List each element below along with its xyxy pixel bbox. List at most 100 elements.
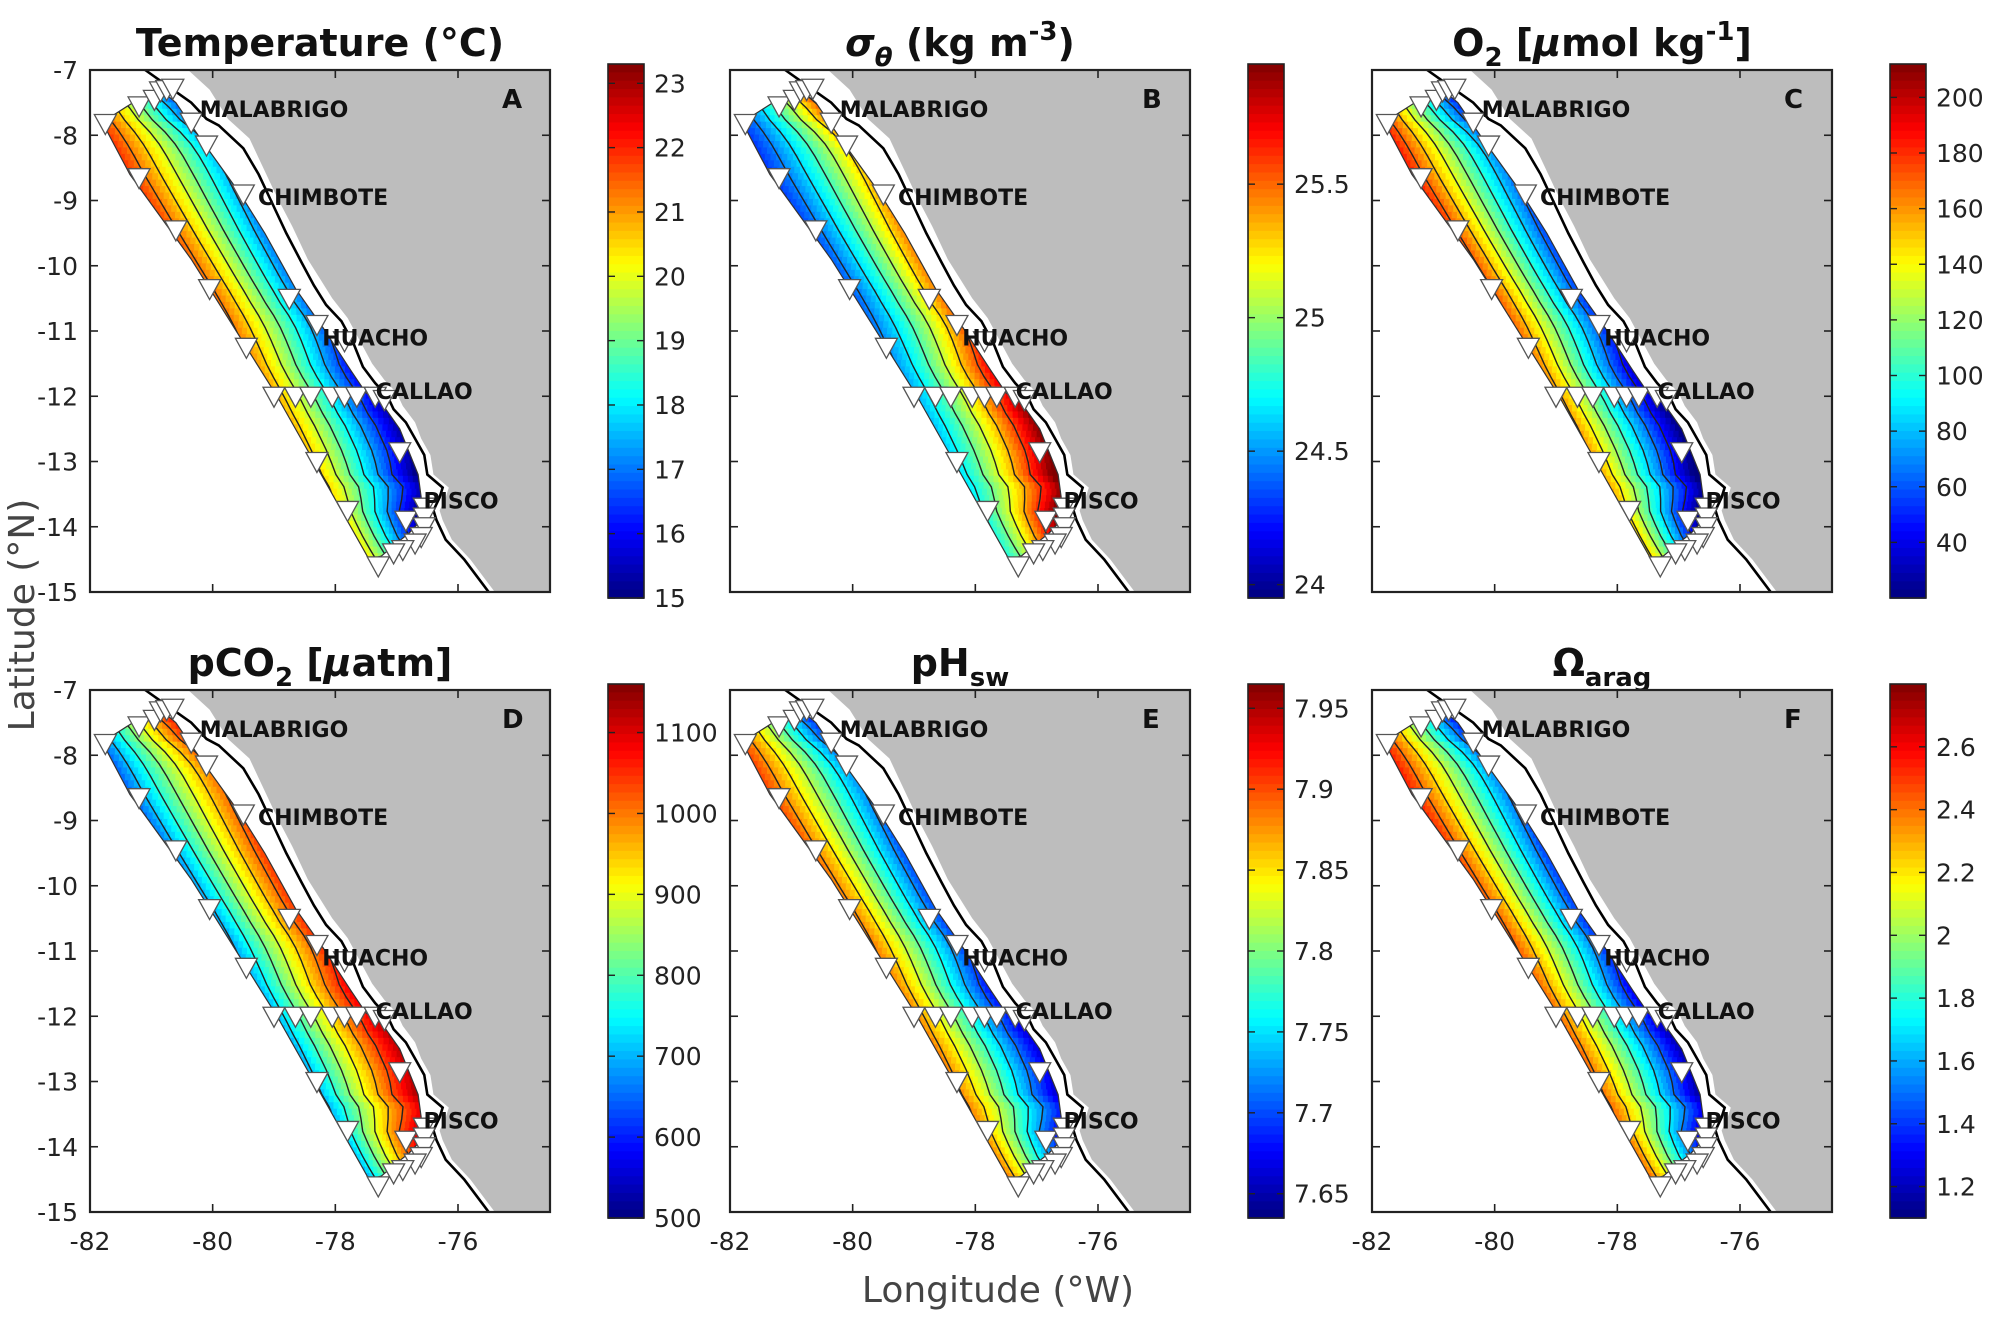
field-cell (1017, 443, 1024, 451)
field-cell (759, 153, 766, 162)
field-cell (789, 147, 796, 155)
field-cell (397, 520, 403, 529)
field-cell (986, 405, 993, 413)
field-cell (200, 237, 207, 245)
field-cell (1046, 488, 1053, 496)
field-cell (818, 198, 825, 207)
field-cell (262, 263, 269, 271)
field-cell (294, 411, 301, 419)
field-cell (983, 482, 990, 490)
field-cell (333, 475, 340, 484)
field-cell (115, 115, 121, 123)
colorbar-segment (608, 114, 644, 124)
field-cell (1489, 160, 1496, 168)
field-cell (240, 269, 247, 278)
colorbar-tick-label: 21 (654, 198, 686, 227)
field-cell (960, 327, 967, 335)
field-cell (370, 430, 377, 439)
field-cell (143, 115, 150, 123)
field-cell (959, 372, 966, 381)
field-cell (901, 295, 908, 303)
field-cell (918, 263, 924, 271)
field-cell (1040, 437, 1047, 445)
field-cell (269, 276, 276, 284)
field-cell (319, 469, 326, 477)
field-cell (151, 121, 158, 129)
field-cell (1003, 475, 1010, 484)
field-cell (214, 224, 221, 232)
station-marker (972, 331, 997, 354)
field-cell (884, 231, 891, 239)
field-cell (360, 450, 367, 458)
field-cell (893, 347, 900, 355)
field-cell (1018, 469, 1024, 477)
field-cell (198, 250, 205, 258)
field-cell (940, 405, 947, 413)
field-cell (816, 205, 823, 213)
field-cell (1041, 495, 1047, 503)
colorbar-segment (1248, 114, 1284, 124)
field-cell (159, 186, 167, 194)
field-cell (339, 495, 346, 503)
field-cell (969, 372, 976, 381)
field-cell (980, 424, 987, 432)
field-cell (1047, 475, 1054, 484)
field-cell (192, 250, 199, 258)
field-cell (859, 224, 867, 232)
field-cell (150, 141, 157, 149)
field-cell (884, 250, 891, 258)
field-cell (267, 353, 274, 361)
field-cell (1001, 488, 1008, 496)
field-cell (851, 289, 858, 297)
field-cell (1430, 166, 1438, 174)
field-cell (1451, 192, 1458, 200)
field-cell (251, 224, 258, 232)
field-cell (1458, 205, 1465, 213)
field-cell (831, 173, 839, 181)
field-cell (178, 198, 185, 207)
field-cell (900, 231, 907, 239)
field-cell (1018, 475, 1024, 484)
field-cell (248, 282, 254, 290)
colorbar-segment (608, 397, 644, 407)
field-cell (239, 211, 247, 220)
field-cell (785, 134, 793, 142)
field-cell (1491, 153, 1498, 162)
field-cell (391, 501, 397, 509)
field-cell (261, 334, 268, 342)
field-cell (377, 546, 383, 554)
field-cell (222, 198, 229, 207)
field-cell (935, 301, 942, 310)
field-cell (317, 340, 324, 348)
field-cell (264, 372, 270, 381)
field-cell (811, 147, 819, 155)
field-cell (988, 482, 995, 490)
field-cell (334, 372, 341, 381)
field-cell (996, 411, 1003, 419)
station-marker (984, 386, 1009, 409)
field-cell (323, 379, 330, 387)
field-cell (265, 308, 272, 316)
station-marker (197, 278, 222, 301)
field-cell (301, 359, 307, 368)
colorbar-segment (1248, 439, 1284, 449)
field-cell (83, 109, 88, 116)
field-cell (1018, 456, 1025, 464)
field-cell (890, 250, 897, 258)
field-cell (983, 469, 990, 477)
field-cell (826, 153, 834, 162)
field-cell (1429, 192, 1436, 200)
field-cell (913, 282, 920, 290)
field-cell (1456, 192, 1464, 200)
field-cell (1029, 456, 1036, 464)
field-cell (1476, 198, 1484, 207)
y-tick-label: -8 (53, 121, 78, 150)
field-cell (244, 250, 251, 258)
field-cell (279, 366, 286, 374)
field-cell (226, 186, 234, 194)
field-cell (845, 263, 852, 271)
field-cell (183, 244, 190, 252)
field-cell (881, 327, 888, 335)
field-cell (791, 128, 798, 136)
field-cell (916, 295, 923, 303)
